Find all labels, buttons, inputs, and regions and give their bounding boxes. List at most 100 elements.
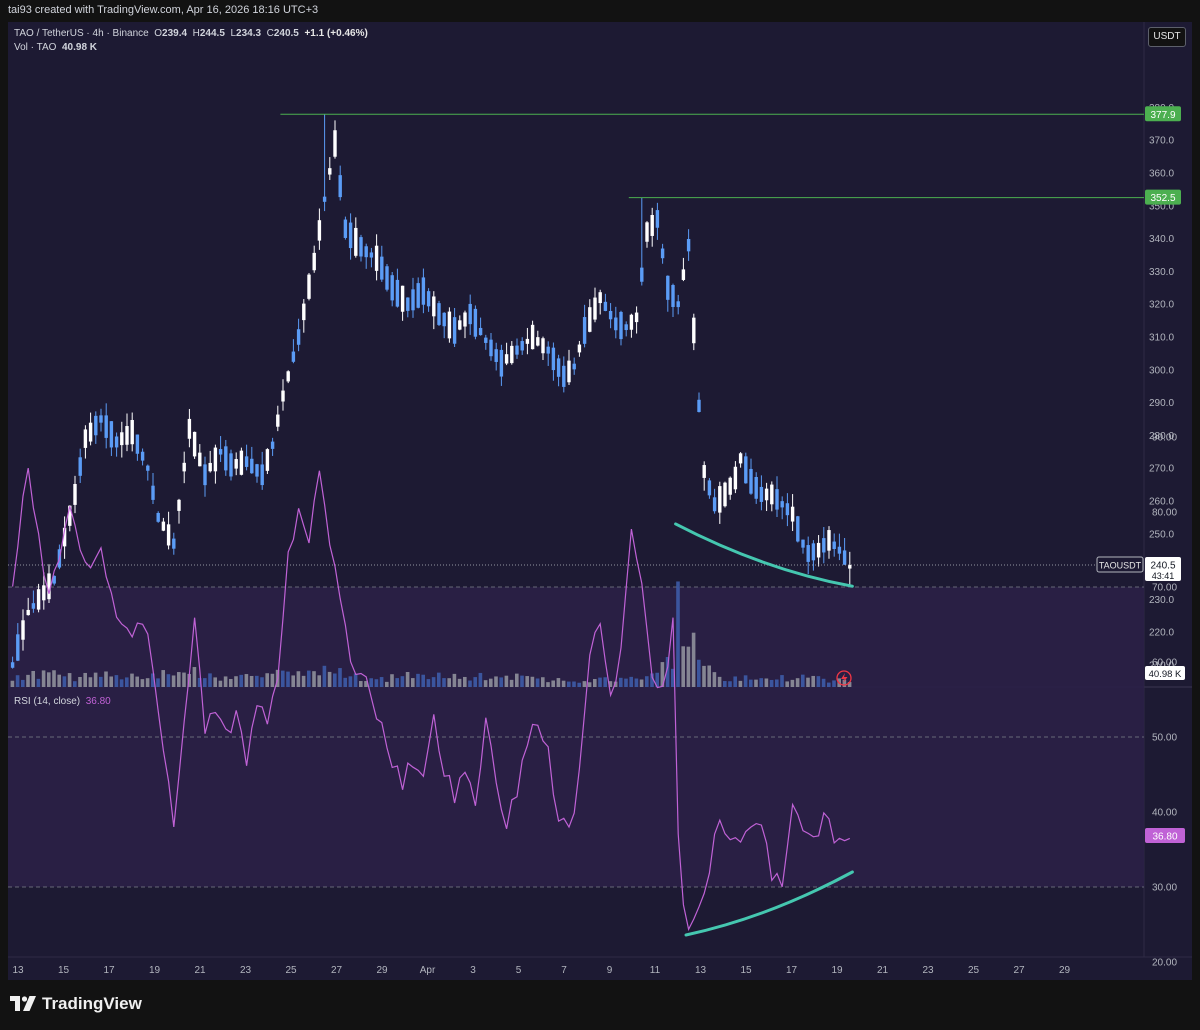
volume-bar <box>411 678 415 687</box>
volume-bar <box>671 668 675 687</box>
volume-bar <box>119 679 124 687</box>
volume-bar <box>832 680 836 687</box>
time-tick-label: Apr <box>420 965 436 976</box>
candle-body <box>816 542 821 558</box>
candle-body <box>489 339 493 357</box>
candle-body <box>426 291 431 307</box>
candle-body <box>385 266 389 290</box>
volume-bar <box>249 675 254 687</box>
candle-body <box>785 503 790 516</box>
volume-bar <box>723 681 727 687</box>
price-tick-label: 270.0 <box>1149 464 1174 475</box>
volume-bar <box>130 673 134 687</box>
volume-bar <box>307 670 311 687</box>
volume-bar <box>613 681 618 687</box>
last-price-marker <box>1145 556 1181 581</box>
candle-body <box>177 499 181 511</box>
candle-body <box>536 337 540 346</box>
candle-body <box>250 458 254 474</box>
chart-svg[interactable]: 380.0370.0360.0350.0340.0330.0320.0310.0… <box>8 22 1192 980</box>
candle-body <box>546 346 550 354</box>
volume-bar <box>686 646 691 687</box>
candle-body <box>718 486 722 513</box>
candle-body <box>681 269 686 280</box>
candle-body <box>307 274 311 299</box>
candle-body <box>140 451 145 461</box>
rsi-value-marker-label: 36.80 <box>1152 832 1177 843</box>
volume-bar <box>847 681 852 687</box>
price-tick-label: 220.0 <box>1149 628 1174 639</box>
countdown-label: 43:41 <box>1152 571 1175 581</box>
volume-bar <box>197 677 202 687</box>
candle-body <box>504 354 509 364</box>
price-tick-label: 360.0 <box>1149 169 1174 180</box>
candle-body <box>551 347 556 371</box>
candle-body <box>322 196 327 202</box>
volume-bar <box>743 675 748 687</box>
volume-bar <box>494 676 498 687</box>
volume-bar <box>473 677 477 687</box>
volume-bar <box>447 678 451 687</box>
volume-bar <box>572 681 576 687</box>
volume-bar <box>322 665 327 687</box>
volume-bar <box>182 672 186 687</box>
volume-bar <box>452 673 457 687</box>
volume-bar <box>374 679 379 687</box>
volume-bar <box>801 674 805 687</box>
candle-body <box>255 464 259 477</box>
volume-bar <box>546 682 550 687</box>
candle-body <box>801 539 805 548</box>
candle-body <box>650 214 654 236</box>
volume-bar <box>530 676 535 687</box>
price-level-marker-label: 352.5 <box>1150 193 1175 204</box>
candle-body <box>733 466 738 490</box>
volume-bar <box>52 670 56 687</box>
candle-body <box>463 312 467 327</box>
volume-bar <box>645 676 649 687</box>
currency-button[interactable]: USDT <box>1148 27 1186 47</box>
candle-body <box>400 285 405 312</box>
candle-body <box>608 310 613 320</box>
time-tick-label: 23 <box>922 965 934 976</box>
volume-bar <box>541 677 545 687</box>
volume-bar <box>660 662 665 687</box>
volume-marker <box>1145 666 1185 680</box>
volume-bar <box>634 678 639 687</box>
volume-bar <box>556 678 561 687</box>
candle-body <box>447 311 452 339</box>
candle-body <box>260 464 264 486</box>
candle-body <box>229 453 233 477</box>
tradingview-logo-icon <box>10 996 36 1011</box>
candle-body <box>452 317 457 344</box>
footer-logo[interactable]: TradingView <box>10 994 142 1014</box>
volume-bar <box>83 672 87 687</box>
candle-body <box>390 275 394 301</box>
volume-bar <box>717 676 722 687</box>
volume-bar <box>416 673 420 687</box>
candle-body <box>104 415 108 438</box>
candle-body <box>68 505 72 526</box>
candle-body <box>302 303 306 321</box>
candle-body <box>114 436 119 448</box>
volume-bar <box>67 673 72 687</box>
volume-bar <box>359 681 363 687</box>
volume-bar <box>577 682 581 687</box>
candle-body <box>692 317 696 344</box>
volume-bar <box>21 679 25 687</box>
volume-bar <box>15 675 20 687</box>
candle-body <box>598 292 602 304</box>
candle-body <box>728 477 732 495</box>
candle-body <box>567 360 571 383</box>
candle-body <box>707 480 712 496</box>
volume-bar <box>629 676 633 687</box>
candle-body <box>198 452 202 467</box>
candle-body <box>738 453 743 464</box>
volume-bar <box>520 675 524 687</box>
volume-bar <box>223 676 228 687</box>
candle-body <box>88 422 93 442</box>
volume-bar <box>759 678 763 687</box>
volume-bar <box>99 676 103 687</box>
candle-body <box>317 220 322 241</box>
candle-body <box>619 311 623 340</box>
rsi-legend-value: 36.80 <box>85 696 111 707</box>
